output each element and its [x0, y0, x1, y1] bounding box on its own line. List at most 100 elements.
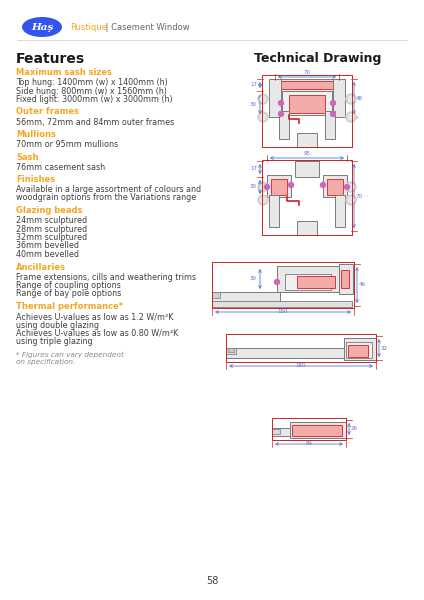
Text: 17: 17 — [250, 166, 257, 172]
Bar — [277, 266, 339, 292]
Bar — [269, 195, 279, 227]
Text: using double glazing: using double glazing — [16, 320, 99, 329]
Bar — [212, 292, 220, 298]
Circle shape — [258, 182, 268, 192]
Bar — [297, 221, 317, 235]
Text: 70: 70 — [356, 193, 363, 199]
Text: 24mm sculptured: 24mm sculptured — [16, 216, 87, 225]
Text: Technical Drawing: Technical Drawing — [254, 52, 382, 65]
Text: Sash: Sash — [16, 152, 39, 161]
Bar — [226, 348, 376, 358]
Bar — [323, 175, 347, 197]
Circle shape — [346, 112, 356, 122]
Circle shape — [346, 195, 356, 205]
Circle shape — [344, 185, 349, 190]
Text: Range of bay pole options: Range of bay pole options — [16, 289, 121, 298]
Circle shape — [260, 114, 266, 120]
Text: Top hung: 1400mm (w) x 1400mm (h): Top hung: 1400mm (w) x 1400mm (h) — [16, 78, 168, 87]
Text: Rustique: Rustique — [70, 22, 107, 31]
Ellipse shape — [22, 17, 62, 37]
Text: 40mm bevelled: 40mm bevelled — [16, 250, 79, 259]
Bar — [212, 301, 352, 307]
Bar — [272, 429, 280, 434]
Bar — [348, 345, 368, 357]
Bar — [262, 160, 352, 235]
Text: 70mm or 95mm mullions: 70mm or 95mm mullions — [16, 140, 118, 149]
Bar — [267, 175, 291, 197]
Text: Achieves U-values as low as 0.80 W/m²K: Achieves U-values as low as 0.80 W/m²K — [16, 329, 178, 338]
Bar — [271, 179, 287, 195]
Text: Glazing beads: Glazing beads — [16, 206, 83, 215]
Text: 150: 150 — [278, 309, 288, 314]
Bar — [341, 270, 349, 288]
Text: 17: 17 — [250, 82, 257, 88]
Circle shape — [265, 185, 270, 190]
Text: Thermal performance*: Thermal performance* — [16, 302, 123, 311]
Text: Features: Features — [16, 52, 85, 66]
Circle shape — [258, 195, 268, 205]
Text: using triple glazing: using triple glazing — [16, 337, 92, 346]
Text: 30: 30 — [250, 277, 257, 281]
Text: 70: 70 — [304, 70, 310, 75]
Circle shape — [348, 114, 354, 120]
Text: 84: 84 — [306, 441, 312, 446]
Bar — [272, 418, 346, 440]
Circle shape — [260, 184, 266, 190]
Bar — [289, 95, 325, 113]
Text: * Figures can vary dependent
on specification.: * Figures can vary dependent on specific… — [16, 352, 124, 365]
Circle shape — [348, 184, 354, 190]
Bar — [297, 276, 335, 288]
Bar — [281, 81, 333, 89]
Bar — [325, 111, 335, 139]
Text: Available in a large assortment of colours and: Available in a large assortment of colou… — [16, 185, 201, 194]
Text: 56mm, 72mm and 84mm outer frames: 56mm, 72mm and 84mm outer frames — [16, 118, 174, 127]
Bar — [295, 161, 319, 177]
Text: 30: 30 — [250, 185, 257, 190]
Bar — [279, 111, 289, 139]
Bar — [292, 425, 342, 436]
Bar — [335, 195, 345, 227]
Circle shape — [279, 100, 284, 106]
Circle shape — [321, 182, 326, 187]
Text: Haş: Haş — [31, 22, 53, 31]
Bar — [269, 79, 281, 117]
Text: Finishes: Finishes — [16, 175, 55, 184]
Text: Frame extensions, cills and weathering trims: Frame extensions, cills and weathering t… — [16, 272, 196, 281]
Text: 32mm sculptured: 32mm sculptured — [16, 233, 87, 242]
Text: 58: 58 — [206, 576, 218, 586]
Circle shape — [348, 197, 354, 203]
Circle shape — [258, 112, 268, 122]
Bar — [262, 75, 352, 147]
Text: 95: 95 — [304, 151, 310, 156]
Text: Range of coupling options: Range of coupling options — [16, 281, 121, 290]
Text: Maximum sash sizes: Maximum sash sizes — [16, 68, 112, 77]
Bar — [212, 292, 280, 302]
Bar — [344, 338, 376, 360]
Circle shape — [274, 280, 279, 284]
Bar — [226, 334, 376, 362]
Bar — [212, 262, 354, 308]
Text: 32: 32 — [381, 346, 388, 350]
Text: Fixed light: 3000mm (w) x 3000mm (h): Fixed light: 3000mm (w) x 3000mm (h) — [16, 95, 173, 104]
Bar — [339, 264, 353, 294]
Text: Side hung: 800mm (w) x 1560mm (h): Side hung: 800mm (w) x 1560mm (h) — [16, 86, 167, 95]
Text: 76mm casement sash: 76mm casement sash — [16, 163, 105, 172]
Text: 48: 48 — [356, 95, 363, 100]
Text: Ancillaries: Ancillaries — [16, 263, 66, 271]
Text: 180: 180 — [296, 363, 306, 368]
Circle shape — [260, 96, 266, 102]
Bar — [272, 428, 292, 436]
Circle shape — [348, 96, 354, 102]
Circle shape — [346, 94, 356, 104]
Bar — [346, 342, 372, 358]
Text: | Casement Window: | Casement Window — [103, 22, 190, 31]
Bar — [333, 79, 345, 117]
Text: 28mm sculptured: 28mm sculptured — [16, 224, 87, 233]
Bar — [282, 91, 332, 115]
Text: 26: 26 — [351, 427, 358, 431]
Circle shape — [260, 197, 266, 203]
Circle shape — [288, 182, 293, 187]
Bar — [228, 348, 234, 352]
Bar — [297, 133, 317, 147]
Text: woodgrain options from the Variations range: woodgrain options from the Variations ra… — [16, 193, 196, 202]
